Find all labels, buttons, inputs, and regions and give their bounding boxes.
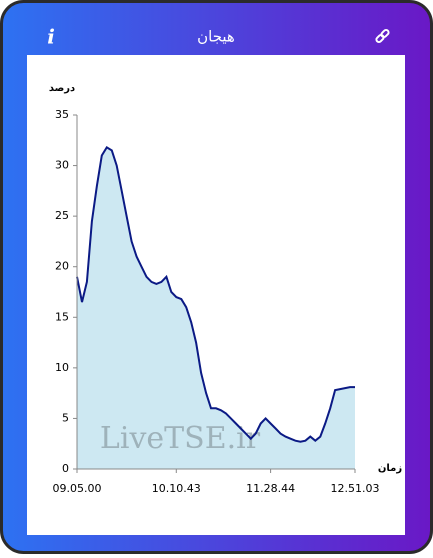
- y-tick-label: 20: [55, 260, 69, 273]
- watermark: LiveTSE.ir: [100, 421, 261, 456]
- y-axis-label: درصد: [49, 83, 75, 94]
- y-tick-label: 0: [62, 462, 69, 475]
- y-tick-label: 30: [55, 159, 69, 172]
- y-tick-label: 25: [55, 209, 69, 222]
- line: [76, 146, 355, 443]
- x-tick-label: 10.10.43: [152, 482, 201, 495]
- area: [77, 147, 355, 469]
- x-tick-label: 11.28.44: [246, 482, 295, 495]
- info-button[interactable]: i: [47, 25, 55, 49]
- header-title: هیجان: [197, 28, 235, 46]
- x-axis-label: زمان: [378, 463, 402, 474]
- x-tick-label: 09.05.00: [53, 482, 102, 495]
- y-tick-label: 5: [62, 411, 69, 424]
- y-tick-label: 35: [55, 108, 69, 121]
- y-tick-label: 10: [55, 361, 69, 374]
- link-button[interactable]: [375, 28, 390, 44]
- x-tick-label: 12.51.03: [331, 482, 380, 495]
- y-tick-label: 15: [55, 310, 69, 323]
